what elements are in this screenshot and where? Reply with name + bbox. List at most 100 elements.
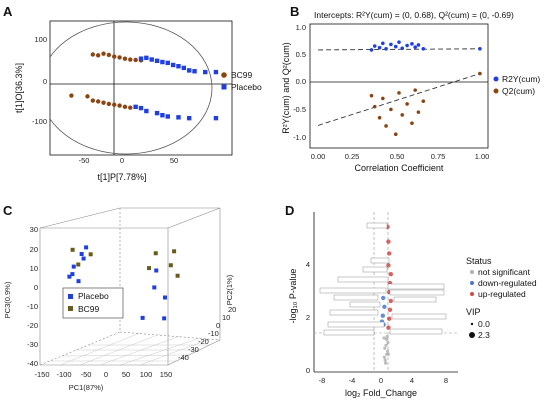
d-xtick: 0 <box>379 376 383 385</box>
d-ytick: 0 <box>306 366 310 375</box>
d-vip-title: VIP <box>466 307 481 317</box>
b-xtick: 0.50 <box>390 152 405 161</box>
c-point-bc99 <box>153 251 158 256</box>
d-point-down <box>380 313 385 318</box>
c-point-placebo <box>154 268 159 273</box>
c-point-bc99 <box>172 249 177 254</box>
c-ytick: 0 <box>34 283 38 292</box>
d-vip-marker-small <box>470 322 474 326</box>
a-point-placebo <box>149 57 154 62</box>
b-point-q2 <box>413 88 417 92</box>
d-vip-item: 0.0 <box>478 319 490 329</box>
a-point-placebo <box>160 113 165 118</box>
c-point-bc99 <box>70 247 75 252</box>
c-point-placebo <box>140 315 145 320</box>
r2y-regression-line <box>318 48 480 51</box>
c-point-bc99 <box>88 252 93 257</box>
a-point-placebo <box>192 69 197 74</box>
b-point-q2 <box>421 99 426 103</box>
a-point-bc99 <box>128 105 133 110</box>
a-point-bc99 <box>101 100 106 105</box>
c-legend-box <box>62 287 124 319</box>
a-point-placebo <box>186 68 192 73</box>
c-xtick: -150 <box>34 370 49 379</box>
b-point-r2y <box>393 44 398 49</box>
d-point-ns <box>383 346 387 350</box>
a-point-placebo <box>170 62 176 68</box>
a-ytick: -100 <box>32 117 47 126</box>
a-point-placebo <box>160 59 165 65</box>
b-point-q2 <box>416 110 421 114</box>
c-xtick: 0 <box>104 370 108 379</box>
b-point-r2y <box>416 43 421 47</box>
b-point-r2y <box>369 48 374 52</box>
b-point-q2 <box>400 113 405 117</box>
a-point-bc99 <box>106 52 112 58</box>
b-point-q2 <box>410 121 414 125</box>
b-legend-q2: Q2(cum) <box>502 86 535 96</box>
b-point-r2y <box>410 42 414 46</box>
d-xtick: 8 <box>444 376 448 385</box>
d-vip-item: 2.3 <box>478 330 490 340</box>
d-status-marker-down <box>470 281 474 285</box>
a-legend-bc99-marker <box>221 72 227 78</box>
b-point-r2y <box>384 47 388 51</box>
panel-a-label: A <box>3 4 13 19</box>
c-xtick: 50 <box>122 370 130 379</box>
a-xtick: 50 <box>170 156 178 165</box>
c-ylabel: PC3(0.9%) <box>3 281 12 318</box>
b-point-q2 <box>372 104 377 109</box>
d-point-ns <box>384 361 388 365</box>
b-point-q2 <box>397 91 401 95</box>
b-point-q2 <box>384 124 388 128</box>
c-point-placebo <box>162 316 167 321</box>
b-ytick: 0.5 <box>296 50 306 59</box>
a-xtick: -50 <box>79 156 90 165</box>
b-xtick: 0.25 <box>345 152 360 161</box>
c-point-placebo <box>84 245 89 250</box>
a-point-placebo <box>144 108 149 114</box>
d-ytick: 2 <box>306 313 310 322</box>
c-point-placebo <box>163 295 167 300</box>
b-point-r2y <box>372 44 377 48</box>
c-ztick: -30 <box>188 345 199 354</box>
c-ztick: 10 <box>222 313 230 322</box>
c-ytick: 20 <box>30 245 38 254</box>
b-point-r2y <box>389 42 393 47</box>
a-point-placebo <box>213 115 219 121</box>
b-ytick: 1.0 <box>296 23 306 32</box>
a-xlabel: t[1]P[7.78%] <box>97 172 146 182</box>
a-point-placebo <box>176 64 181 69</box>
c-xtick: -50 <box>81 370 92 379</box>
panel-b-frame <box>309 23 489 149</box>
b-point-r2y <box>413 45 417 49</box>
a-point-bc99 <box>90 52 96 57</box>
c-legend-bc99-marker <box>68 306 73 311</box>
c-point-placebo <box>70 272 75 277</box>
d-ytick: 4 <box>306 260 310 269</box>
b-point-r2y <box>421 47 426 51</box>
b-ytick: -1.0 <box>293 133 306 142</box>
a-xtick: 0 <box>120 156 124 165</box>
c-point-placebo <box>76 279 81 284</box>
a-point-bc99 <box>128 57 133 62</box>
d-point-ns <box>385 334 389 339</box>
d-point-down <box>382 304 387 310</box>
a-point-placebo <box>213 69 219 75</box>
d-vip-marker-large <box>469 332 475 338</box>
d-point-ns <box>383 358 387 362</box>
b-legend-r2y-marker <box>493 76 499 82</box>
panel-b-points <box>369 40 482 137</box>
c-legend-placebo: Placebo <box>78 291 109 301</box>
a-point-placebo <box>203 69 208 75</box>
hotelling-ellipse <box>50 21 213 155</box>
b-ytick: 0.0 <box>296 77 306 86</box>
panel-d-label: D <box>285 203 294 218</box>
c-ztick: 0 <box>216 321 220 330</box>
d-point-up <box>386 325 391 330</box>
b-point-r2y <box>478 47 482 51</box>
a-point-placebo <box>144 55 149 61</box>
a-point-bc99 <box>69 93 74 98</box>
panel-b: B Intercepts: R²Y(cum) = (0, 0.68), Q²(c… <box>281 4 540 173</box>
